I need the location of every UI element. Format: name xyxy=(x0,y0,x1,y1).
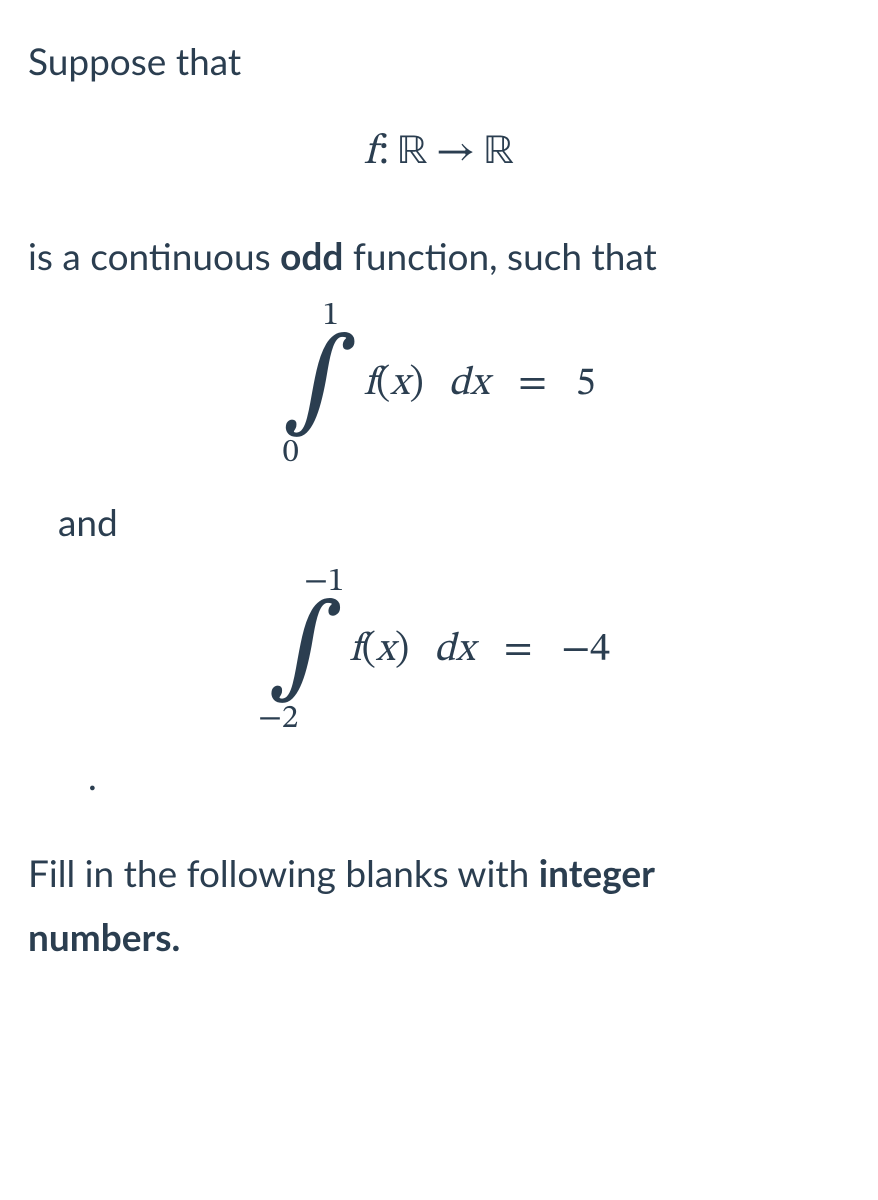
integral-1-open: ( xyxy=(376,364,390,404)
integral-2-lower: −2 xyxy=(258,702,298,735)
integral-1-x: x xyxy=(390,364,409,404)
integral-1-lower: 0 xyxy=(282,436,298,469)
intro-text: Suppose that xyxy=(28,38,241,83)
integral-2-open: ( xyxy=(362,630,376,670)
fill-line-1: Fill in the following blanks with intege… xyxy=(28,848,850,898)
integral-1-display: ∫ 1 0 f(x) dx = 5 xyxy=(28,329,850,439)
colon: : xyxy=(379,126,389,179)
integral-1-symbol: ∫ 1 0 xyxy=(282,329,357,439)
integral-2-display: ∫ −1 −2 f(x) dx = −4 xyxy=(28,595,850,705)
integral-2-eq: = xyxy=(504,630,533,670)
domain-R: ℝ xyxy=(397,126,428,179)
integral-2-upper: −1 xyxy=(304,565,344,598)
integral-2-rhs: −4 xyxy=(561,630,610,670)
integral-2-dx-x: x xyxy=(456,630,475,670)
integral-1-d: d xyxy=(449,364,471,404)
integral-1-body: f(x) dx = 5 xyxy=(364,359,596,409)
arrow: → xyxy=(436,126,476,179)
function-map-display: f : ℝ → ℝ xyxy=(28,126,850,179)
integral-1: ∫ 1 0 f(x) dx = 5 xyxy=(282,329,595,439)
and-line: and xyxy=(28,497,850,547)
integral-2-symbol: ∫ −1 −2 xyxy=(268,595,343,705)
fill-bold-numbers: numbers. xyxy=(28,914,180,959)
condition-post: function, such that xyxy=(343,233,656,278)
integral-2-x: x xyxy=(376,630,395,670)
dot-text: . xyxy=(88,753,97,798)
fill-line-2: numbers. xyxy=(28,912,850,962)
f-symbol: f xyxy=(364,126,377,179)
integral-2-f: f xyxy=(349,630,361,670)
fill-bold-integer: integer xyxy=(539,850,655,895)
integral-2: ∫ −1 −2 f(x) dx = −4 xyxy=(268,595,610,705)
intro-line: Suppose that xyxy=(28,36,850,86)
condition-pre: is a continuous xyxy=(28,233,280,278)
integral-2-body: f(x) dx = −4 xyxy=(349,625,610,675)
codomain-R: ℝ xyxy=(484,126,515,179)
condition-bold: odd xyxy=(280,233,343,278)
integral-1-rhs: 5 xyxy=(576,364,596,404)
condition-line: is a continuous odd function, such that xyxy=(28,231,850,281)
fill-pre: Fill in the following blanks with xyxy=(28,850,539,895)
integral-1-eq: = xyxy=(518,364,547,404)
integral-2-close: ) xyxy=(395,630,409,670)
and-text: and xyxy=(58,499,118,544)
integral-1-f: f xyxy=(364,364,376,404)
function-map: f : ℝ → ℝ xyxy=(364,126,514,179)
integral-1-upper: 1 xyxy=(322,299,338,332)
trailing-dot: . xyxy=(28,753,850,798)
integral-2-d: d xyxy=(434,630,456,670)
integral-1-dx-x: x xyxy=(470,364,489,404)
integral-1-close: ) xyxy=(409,364,423,404)
